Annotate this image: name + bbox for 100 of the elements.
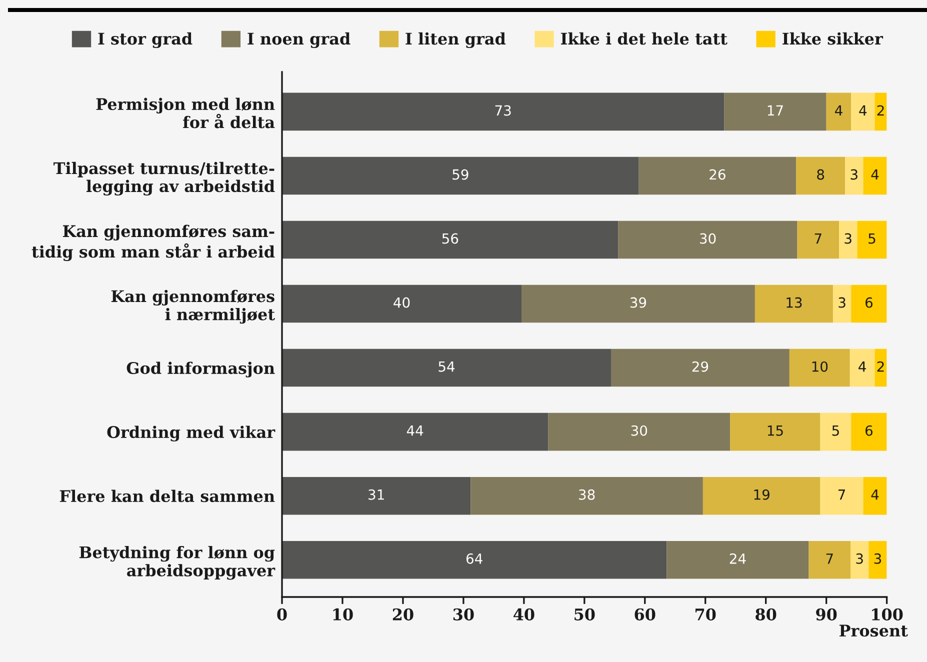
x-tick-label: 0 [277, 608, 287, 620]
bar [702, 476, 820, 515]
data-label: 64 [466, 553, 482, 564]
data-label: 4 [871, 169, 879, 180]
bar [789, 348, 850, 387]
data-label: 3 [856, 553, 863, 564]
bar [820, 412, 852, 451]
data-label: 2 [877, 105, 884, 116]
data-label: 39 [630, 297, 646, 308]
x-tick-label: 20 [392, 608, 414, 620]
data-label: 56 [442, 233, 458, 244]
legend-label: I liten grad [406, 32, 506, 48]
y-tick-label: Tilpasset turnus/tilrette- legging av arbeidstid [54, 162, 275, 196]
bar [826, 92, 852, 131]
legend-label: Ikke i det hele tatt [560, 32, 728, 45]
data-label: 3 [844, 233, 852, 244]
bar [839, 220, 858, 259]
data-label: 7 [838, 490, 845, 500]
data-label: 10 [812, 361, 828, 372]
bar [618, 220, 798, 259]
y-tick-label: God informasjon [126, 362, 275, 378]
y-tick-label: Ordning med vikar [107, 426, 276, 442]
bar [797, 220, 840, 259]
data-label: 26 [710, 169, 726, 180]
data-label: 59 [452, 169, 468, 180]
y-tick-label: Betydning for lønn og arbeidsoppgaver [79, 546, 276, 580]
legend-label: Ikke sikker [782, 32, 884, 45]
bar [874, 92, 887, 131]
x-tick-label: 100 [872, 608, 903, 620]
bar [282, 412, 548, 451]
bar [611, 348, 790, 387]
y-tick-label: Kan gjennomføres sam- tidig som man står i arbeid [32, 224, 275, 262]
x-tick-label: 30 [453, 608, 474, 620]
data-label: 17 [768, 105, 783, 116]
bar [863, 156, 887, 195]
bar [850, 540, 869, 579]
data-label: 40 [394, 297, 410, 308]
x-tick-label: 40 [513, 608, 534, 620]
bar [857, 220, 887, 259]
bar [796, 156, 846, 195]
data-label: 24 [730, 553, 746, 564]
bar [868, 540, 887, 579]
bar [820, 476, 864, 515]
data-label: 5 [832, 426, 839, 436]
data-label: 13 [786, 297, 802, 308]
bar [863, 476, 887, 515]
bar [282, 220, 618, 259]
data-label: 4 [859, 105, 867, 116]
data-label: 6 [866, 297, 872, 308]
data-label: 7 [826, 554, 833, 564]
bar [282, 540, 667, 579]
bar [851, 92, 875, 131]
data-label: 30 [700, 233, 716, 244]
data-label: 38 [579, 489, 595, 500]
x-tick-label: 90 [816, 608, 837, 620]
data-label: 6 [866, 425, 872, 436]
bar [282, 284, 522, 323]
legend-label: I noen grad [248, 32, 350, 48]
data-label: 4 [871, 490, 879, 500]
bar [522, 284, 755, 323]
bar [666, 540, 809, 579]
bar [874, 348, 887, 387]
data-label: 5 [868, 233, 876, 244]
data-label: 30 [631, 425, 648, 436]
data-label: 2 [877, 361, 884, 372]
data-label: 4 [858, 362, 866, 372]
bar [282, 476, 471, 515]
data-label: 19 [754, 489, 770, 500]
data-label: 8 [817, 169, 824, 180]
data-label: 15 [768, 426, 783, 436]
data-label: 4 [834, 105, 842, 116]
bar [851, 412, 887, 451]
data-label: 73 [495, 105, 511, 116]
legend-label: I stor grad [98, 32, 192, 48]
bar [851, 284, 887, 323]
data-label: 3 [874, 553, 882, 564]
data-label: 7 [814, 233, 822, 244]
bar [282, 156, 639, 195]
data-label: 44 [406, 426, 424, 436]
data-label: 54 [438, 362, 455, 372]
data-label: 29 [692, 361, 708, 372]
bar [845, 156, 864, 195]
x-tick-label: 60 [634, 608, 656, 620]
bar [548, 412, 730, 451]
y-tick-label: Permisjon med lønn for å delta [96, 98, 275, 128]
x-tick-label: 10 [333, 608, 353, 620]
x-tick-label: 70 [696, 608, 716, 620]
data-label: 3 [850, 169, 858, 180]
bar [470, 476, 703, 515]
data-label: 31 [368, 489, 384, 500]
y-tick-label: Kan gjennomføres i nærmiljøet [111, 290, 275, 324]
bar [724, 92, 826, 131]
bar [730, 412, 820, 451]
bar [754, 284, 833, 323]
bar [282, 348, 612, 387]
bar [282, 92, 724, 131]
x-axis-title: Prosent [839, 624, 908, 637]
x-tick-label: 80 [756, 608, 776, 620]
bar [808, 540, 851, 579]
bar [850, 348, 875, 387]
